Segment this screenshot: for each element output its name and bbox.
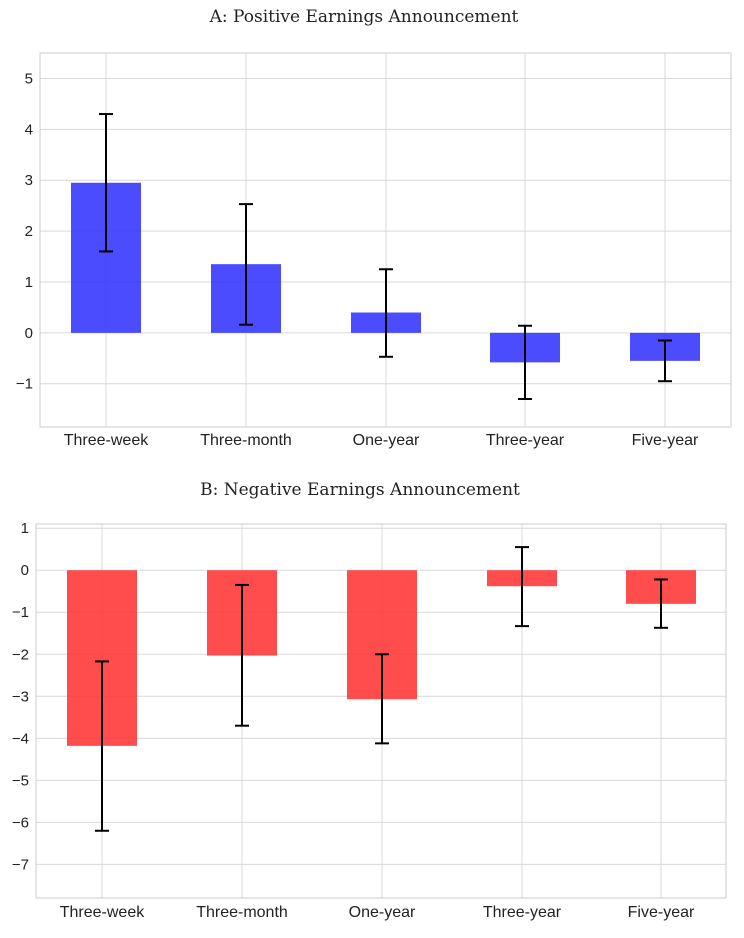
grid-lines — [40, 53, 731, 427]
error-bars — [99, 113, 672, 401]
error-bar-five-year — [658, 339, 672, 383]
plot-frame — [35, 523, 727, 899]
y-tick-label: −7 — [12, 856, 29, 873]
error-bar-five-year — [654, 578, 668, 629]
x-tick-label: Five-year — [628, 904, 695, 921]
error-bars — [95, 546, 668, 832]
error-bar-one-year — [375, 653, 389, 745]
x-tick-label: Five-year — [632, 432, 699, 449]
x-tick-label: Three-month — [196, 904, 288, 921]
error-bar-three-month — [239, 203, 253, 326]
error-bar-three-week — [99, 113, 113, 253]
y-tick-label: −6 — [12, 814, 29, 831]
y-tick-label: −2 — [12, 646, 29, 663]
chart-title: A: Positive Earnings Announcement — [209, 7, 519, 27]
x-tick-label: One-year — [353, 432, 420, 449]
y-tick-label: −1 — [12, 604, 29, 621]
y-tick-label: 1 — [21, 520, 29, 537]
y-axis-ticks: −7 −6 −5 −4 −3 −2 −1 0 1 — [12, 520, 29, 873]
y-tick-label: 4 — [25, 121, 33, 138]
y-tick-label: −1 — [16, 376, 33, 393]
error-bar-three-week — [95, 660, 109, 832]
y-tick-label: 5 — [25, 70, 33, 87]
x-tick-label: Three-week — [64, 432, 149, 449]
x-tick-label: Three-month — [200, 432, 292, 449]
y-tick-label: −3 — [12, 688, 29, 705]
error-bar-three-month — [235, 583, 249, 727]
error-bar-one-year — [379, 268, 393, 358]
chart-positive-earnings: A: Positive Earnings Announcement −1 0 1 2 3… — [16, 7, 732, 449]
y-tick-label: 0 — [25, 325, 33, 342]
y-axis-ticks: −1 0 1 2 3 4 5 — [16, 70, 33, 392]
error-bar-three-year — [515, 546, 529, 628]
x-axis-ticks: Three-week Three-month One-year Three-year F… — [64, 432, 699, 449]
chart-negative-earnings: B: Negative Earnings Announcement −7 −6 −5… — [12, 480, 727, 921]
x-axis-ticks: Three-week Three-month One-year Three-year F… — [60, 904, 695, 921]
x-tick-label: One-year — [349, 904, 416, 921]
x-tick-label: Three-week — [60, 904, 145, 921]
y-tick-label: −5 — [12, 772, 29, 789]
chart-title: B: Negative Earnings Announcement — [200, 480, 520, 500]
y-tick-label: 2 — [25, 223, 33, 240]
error-bar-three-year — [518, 324, 532, 401]
bars — [67, 570, 696, 746]
x-tick-label: Three-year — [486, 432, 565, 449]
y-tick-label: 0 — [21, 562, 29, 579]
y-tick-label: 3 — [25, 172, 33, 189]
y-tick-label: −4 — [12, 730, 29, 747]
plot-frame — [39, 52, 732, 428]
x-tick-label: Three-year — [483, 904, 562, 921]
y-tick-label: 1 — [25, 274, 33, 291]
